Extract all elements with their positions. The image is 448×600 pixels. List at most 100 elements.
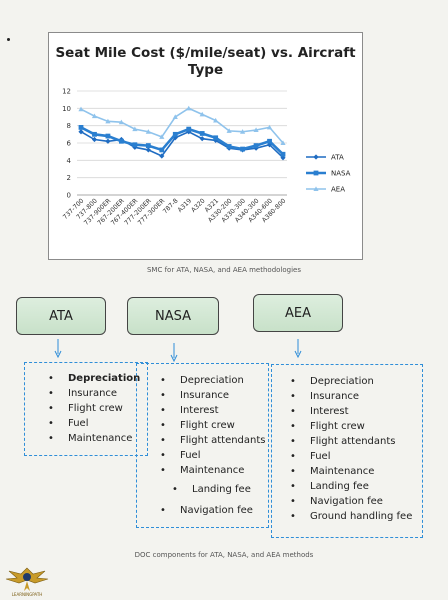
list-item-label: Landing fee (310, 481, 369, 492)
list-item-label: Ground handling fee (310, 511, 413, 522)
list-item: • Landing fee (290, 481, 369, 492)
data-point (253, 143, 259, 148)
data-point (226, 128, 232, 133)
list-item: • Depreciation (48, 373, 141, 384)
list-item-label: Navigation fee (310, 496, 383, 507)
data-point (213, 135, 219, 141)
list-item-label: Maintenance (310, 466, 375, 477)
line-chart: 024681012737-700737-800737-900ER767-200E… (62, 88, 351, 227)
list-item: • Fuel (290, 451, 331, 462)
data-point (240, 146, 245, 152)
x-tick-label: 787-8 (162, 197, 180, 215)
list-item-label: Depreciation (68, 373, 141, 384)
list-item: • Interest (290, 406, 349, 417)
data-point (186, 126, 192, 132)
list-item: • Flight attendants (160, 435, 266, 446)
series-line-ata (80, 130, 284, 159)
data-point (266, 124, 273, 130)
data-point (226, 144, 232, 149)
data-point (105, 138, 111, 144)
doc-caption: DOC components for ATA, NASA, and AEA me… (134, 551, 314, 559)
list-item-label: Fuel (310, 451, 331, 462)
legend-marker (313, 186, 319, 191)
logo-text: LEARNINGPATH (11, 592, 43, 597)
legend-label: NASA (331, 170, 351, 178)
chart-caption: SMC for ATA, NASA, and AEA methodologies (146, 266, 301, 274)
y-tick-label: 12 (62, 88, 71, 96)
list-item-label: Flight crew (68, 403, 123, 414)
y-tick-label: 8 (67, 122, 71, 130)
data-point (92, 131, 97, 137)
legend-marker (313, 154, 319, 160)
ata-box-label: ATA (49, 308, 73, 324)
list-item: • Flight crew (160, 420, 235, 431)
data-point (240, 129, 246, 134)
list-item: • Ground handling fee (290, 511, 413, 522)
series-line-aea (80, 107, 284, 144)
list-item-label: Landing fee (192, 484, 251, 495)
chart-panel: Seat Mile Cost ($/mile/seat) vs. Aircraf… (48, 32, 363, 260)
data-point (78, 125, 84, 130)
x-tick-label: A319 (177, 197, 193, 213)
legend-label: AEA (331, 186, 345, 194)
list-item: • Insurance (48, 388, 118, 399)
data-point (91, 136, 98, 143)
y-tick-label: 10 (62, 105, 71, 113)
series-line-nasa (80, 126, 284, 156)
nasa-box-label: NASA (154, 308, 191, 324)
data-point (172, 131, 178, 137)
list-item-label: Depreciation (310, 376, 374, 387)
nasa-box: NASA (127, 297, 219, 335)
data-point (267, 138, 272, 144)
nasa-cost-list: • Depreciation • Insurance • Interest • Flig… (160, 373, 266, 518)
data-point (213, 117, 219, 123)
winged-emblem-icon (5, 567, 49, 591)
list-item-label: Fuel (68, 418, 89, 429)
data-point (78, 129, 84, 135)
list-item-label: Navigation fee (180, 505, 253, 516)
data-point (145, 129, 151, 134)
data-point (132, 126, 138, 132)
data-point (280, 151, 286, 157)
list-item: • Maintenance (290, 466, 375, 477)
arrow-down-icon (294, 339, 302, 359)
data-point (118, 119, 124, 125)
data-point (280, 140, 286, 145)
list-item-label: Fuel (180, 450, 201, 461)
list-item-label: Flight attendants (180, 435, 266, 446)
x-tick-label: A320 (190, 197, 206, 213)
logo: LEARNINGPATH (4, 564, 50, 600)
list-item-label: Flight crew (180, 420, 235, 431)
list-item-label: Insurance (310, 391, 360, 402)
data-point (172, 114, 178, 119)
data-point (132, 142, 138, 148)
arrow-down-icon (170, 343, 178, 363)
list-item: • Fuel (160, 450, 201, 461)
data-point (145, 143, 151, 148)
aea-box: AEA (253, 294, 343, 332)
data-point (199, 136, 205, 142)
list-item: • Insurance (160, 390, 230, 401)
list-item: • Flight crew (290, 421, 365, 432)
list-item-label: Interest (180, 405, 219, 416)
data-point (145, 147, 151, 153)
list-item-label: Depreciation (180, 375, 244, 386)
list-item: • Navigation fee (290, 496, 383, 507)
data-point (199, 111, 205, 117)
data-point (78, 106, 84, 112)
data-point (91, 113, 98, 119)
list-item: • Maintenance (160, 465, 245, 476)
stray-dot (7, 38, 10, 41)
legend-marker (313, 170, 319, 176)
list-item: • Interest (160, 405, 219, 416)
ata-cost-list: • Depreciation • Insurance • Flight crew • F… (48, 371, 140, 446)
data-point (105, 133, 111, 139)
data-point (159, 153, 165, 159)
aea-cost-list: • Depreciation • Insurance • Interest • Flig… (290, 374, 412, 524)
list-item: • Insurance (290, 391, 360, 402)
list-item-label: Maintenance (68, 433, 133, 444)
list-item: • Flight attendants (290, 436, 396, 447)
data-point (186, 105, 192, 111)
aea-list-frame (271, 364, 423, 538)
list-item-label: Interest (310, 406, 349, 417)
